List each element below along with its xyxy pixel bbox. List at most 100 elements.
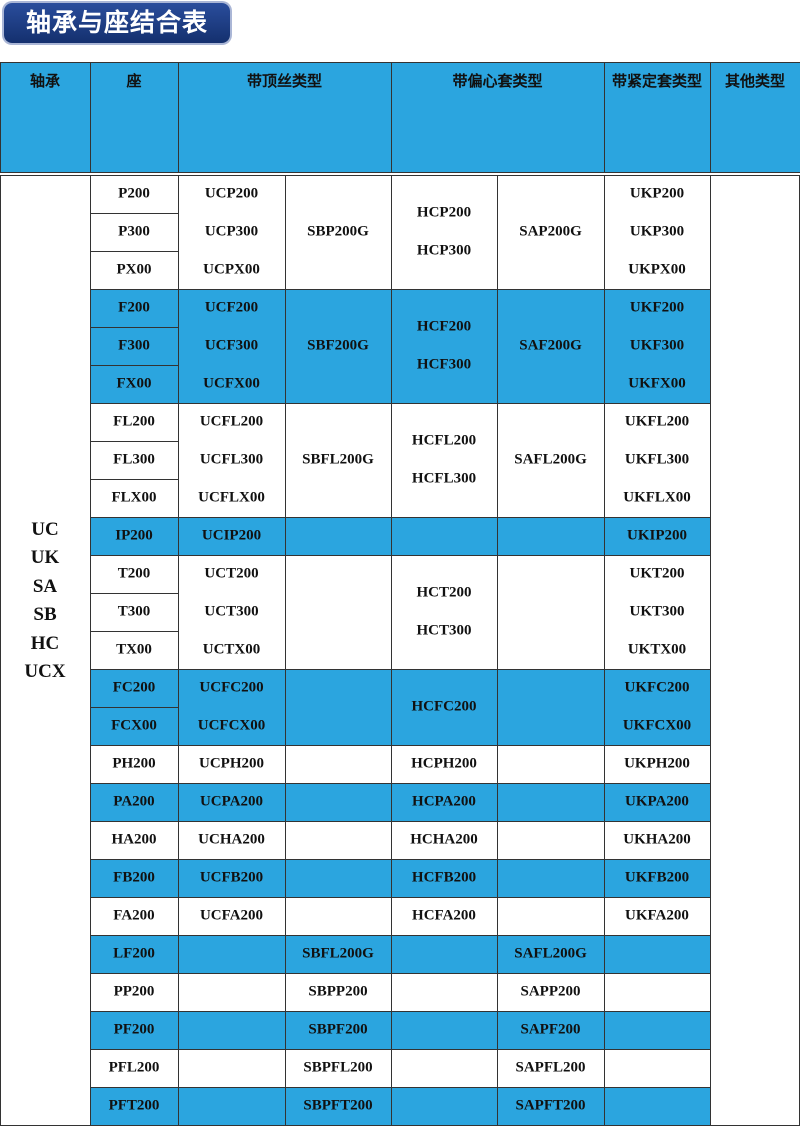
uk-text: UKFX00 [628, 375, 686, 392]
uk-cell [604, 973, 711, 1012]
seat-text: LF200 [113, 945, 155, 962]
uc-cell [178, 935, 286, 974]
seat-text: F200 [118, 299, 150, 316]
hc-text: HCHA200 [410, 831, 478, 848]
hc-cell [391, 175, 498, 290]
header-cell [391, 62, 605, 173]
seat-text: IP200 [115, 527, 153, 544]
uk-text: UKF300 [629, 337, 685, 354]
bearing-text: SA [32, 575, 58, 597]
sa-cell [497, 403, 605, 518]
uk-cell [604, 403, 711, 518]
sb-cell [285, 517, 392, 556]
uk-cell [604, 175, 711, 290]
seat-cell [90, 783, 179, 822]
seat-text: FCX00 [111, 717, 157, 734]
seat-text: PA200 [113, 793, 155, 810]
hc-cell [391, 555, 498, 670]
hc-text: HCFC200 [411, 698, 477, 715]
uc-text: UCFA200 [199, 907, 264, 924]
uk-text: UKFCX00 [622, 717, 692, 734]
uc-text: UCT200 [204, 565, 259, 582]
seat-text: FL200 [113, 413, 155, 430]
header-text: 带偏心套类型 [452, 74, 543, 90]
uk-text: UKFLX00 [623, 489, 691, 506]
header-text: 轴承 [29, 74, 61, 90]
sb-text: SBF200G [307, 337, 369, 354]
uk-cell [604, 1049, 711, 1088]
bearing-text: UK [30, 547, 60, 569]
seat-cell [90, 821, 179, 860]
hc-cell [391, 1011, 498, 1050]
seat-text: FC200 [112, 679, 156, 696]
seat-text: HA200 [111, 831, 157, 848]
sb-text: SBP200G [307, 223, 369, 240]
uc-text: UCFX00 [203, 375, 260, 392]
uk-text: UKFL200 [624, 413, 690, 430]
uc-cell [178, 821, 286, 860]
hc-cell [391, 403, 498, 518]
hc-cell [391, 973, 498, 1012]
seat-text: FX00 [116, 375, 152, 392]
seat-text: FLX00 [111, 489, 157, 506]
sb-text: SBFL200G [302, 451, 374, 468]
sa-cell [497, 745, 605, 784]
hc-cell [391, 289, 498, 404]
hc-text: HCT300 [416, 622, 472, 639]
seat-text: PFT200 [108, 1097, 160, 1114]
header-text: 座 [126, 74, 142, 90]
sa-text: SAF200G [519, 337, 582, 354]
uc-text: UCFCX00 [197, 717, 266, 734]
uk-cell [604, 1011, 711, 1050]
uc-text: UCFL200 [199, 413, 264, 430]
seat-text: PFL200 [108, 1059, 160, 1076]
header-cell [90, 62, 179, 173]
uk-text: UKFA200 [625, 907, 689, 924]
sa-cell [497, 289, 605, 404]
header-cell [710, 62, 800, 173]
uc-text: UCPX00 [203, 261, 260, 278]
sa-cell [497, 1049, 605, 1088]
hc-text: HCPA200 [412, 793, 476, 810]
uc-cell [178, 783, 286, 822]
sa-text: SAPP200 [520, 983, 581, 1000]
sa-text: SAPF200 [520, 1021, 581, 1038]
sa-cell [497, 555, 605, 670]
seat-cell [90, 517, 179, 556]
uc-text: UCPH200 [199, 755, 264, 772]
uc-text: UCHA200 [198, 831, 265, 848]
bearing-text: UCX [24, 661, 66, 683]
uk-cell [604, 555, 711, 670]
uc-text: UCF200 [204, 299, 259, 316]
seat-text: TX00 [116, 641, 152, 658]
sa-cell [497, 1087, 605, 1126]
hc-cell [391, 1087, 498, 1126]
seat-cell [90, 745, 179, 784]
uk-text: UKFB200 [624, 869, 690, 886]
bearing-text: UC [31, 518, 59, 540]
uc-text: UCF300 [204, 337, 259, 354]
uc-text: UCFB200 [199, 869, 264, 886]
sa-cell [497, 669, 605, 746]
hc-cell [391, 935, 498, 974]
uk-cell [604, 783, 711, 822]
uk-text: UKIP200 [627, 527, 687, 544]
seat-text: PP200 [113, 983, 155, 1000]
bearing-text: SB [33, 604, 57, 626]
bearing-text: HC [30, 632, 60, 654]
header-text: 带紧定套类型 [611, 74, 703, 90]
sa-cell [497, 517, 605, 556]
uc-text: UCP200 [204, 185, 259, 202]
seat-cell [90, 479, 179, 518]
uk-text: UKT300 [629, 603, 685, 620]
bearing-cell [0, 175, 91, 1126]
page-title: 轴承与座结合表 [4, 3, 230, 43]
seat-text: P200 [118, 185, 150, 202]
sa-cell [497, 821, 605, 860]
uk-text: UKTX00 [627, 641, 687, 658]
hc-text: HCFB200 [411, 869, 477, 886]
sb-cell [285, 669, 392, 746]
seat-cell [90, 669, 179, 708]
hc-text: HCP300 [416, 242, 472, 259]
